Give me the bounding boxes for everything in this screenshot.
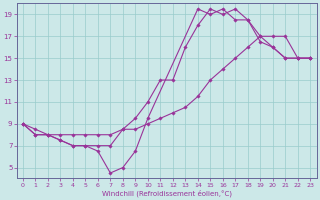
X-axis label: Windchill (Refroidissement éolien,°C): Windchill (Refroidissement éolien,°C) xyxy=(101,189,232,197)
